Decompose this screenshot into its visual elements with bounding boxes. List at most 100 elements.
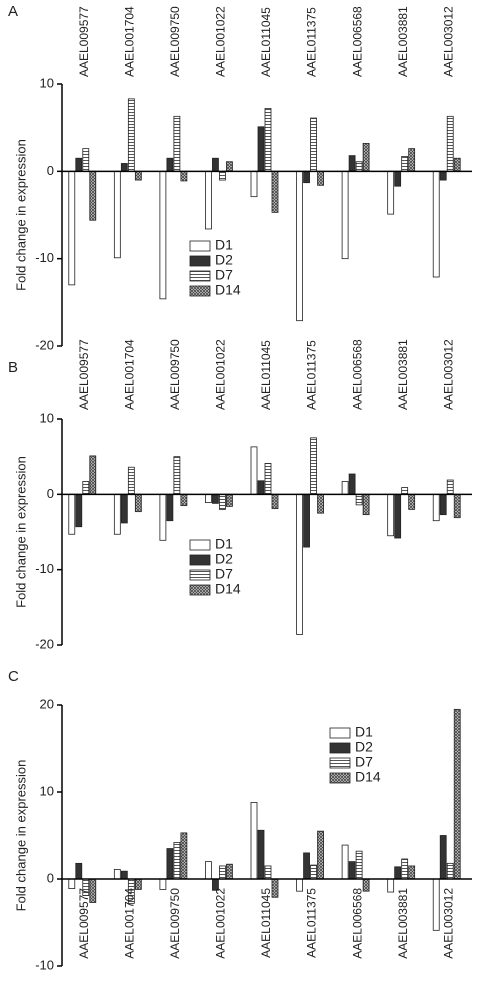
legend-label: D7	[355, 754, 373, 770]
panel-label: B	[8, 359, 18, 376]
bar	[219, 865, 226, 880]
legend-label: D1	[215, 536, 233, 552]
bar	[68, 170, 76, 286]
category-label: AAEL009577	[77, 888, 91, 959]
y-axis-label: Fold change in expression	[13, 139, 28, 291]
bar	[271, 493, 279, 510]
y-axis-label: Fold change in expression	[13, 456, 28, 608]
bar	[120, 870, 128, 880]
legend-label: D1	[355, 724, 373, 740]
bar	[387, 493, 395, 537]
bar	[173, 115, 181, 172]
bar	[212, 493, 219, 504]
bar	[439, 170, 447, 181]
legend-swatch	[189, 285, 211, 297]
bar	[120, 493, 128, 524]
bar	[446, 862, 454, 880]
bar	[134, 170, 142, 181]
bar	[355, 161, 363, 172]
y-tick-label: 20	[40, 696, 54, 711]
bar	[303, 493, 310, 548]
bar	[180, 832, 188, 880]
y-tick-label: -10	[35, 957, 54, 972]
bar	[205, 170, 212, 230]
legend-swatch	[189, 240, 211, 252]
legend-label: D14	[215, 282, 241, 298]
bar	[127, 98, 135, 172]
bar	[271, 170, 279, 213]
bar	[310, 864, 317, 880]
bar	[355, 493, 363, 506]
category-label: AAEL009577	[77, 339, 91, 410]
bar	[89, 170, 97, 221]
legend-swatch	[189, 539, 211, 551]
category-label: AAEL003012	[441, 339, 455, 410]
bar	[120, 163, 128, 172]
category-label: AAEL001022	[214, 888, 228, 959]
legend-swatch	[189, 554, 211, 566]
bar	[173, 456, 181, 495]
category-label: AAEL006568	[350, 6, 364, 77]
bar	[250, 170, 258, 198]
category-label: AAEL001022	[214, 6, 228, 77]
y-tick-label: -20	[35, 636, 54, 651]
category-label: AAEL006568	[350, 339, 364, 410]
y-tick-label: 0	[47, 163, 54, 178]
bar	[432, 878, 440, 931]
bar	[134, 878, 142, 890]
bar	[310, 437, 317, 495]
bar	[432, 170, 440, 278]
y-tick-label: 10	[40, 75, 54, 90]
bar	[226, 493, 233, 507]
bar	[408, 493, 416, 510]
legend-swatch	[329, 757, 351, 769]
category-label: AAEL009750	[168, 339, 182, 410]
legend-swatch	[329, 772, 351, 784]
bar	[394, 866, 402, 880]
bar	[89, 455, 97, 495]
legend-label: D2	[355, 739, 373, 755]
bar	[226, 161, 233, 172]
legend-swatch	[329, 727, 351, 739]
bar	[387, 878, 395, 893]
category-label: AAEL011045	[259, 340, 273, 410]
y-tick-label: 10	[40, 783, 54, 798]
bar	[446, 479, 454, 495]
bar	[317, 493, 324, 514]
y-tick-label: 0	[47, 870, 54, 885]
legend-label: D7	[215, 267, 233, 283]
bar	[113, 493, 121, 535]
y-tick-label: 10	[40, 410, 54, 425]
bar	[159, 170, 167, 300]
y-tick-label: 0	[47, 486, 54, 501]
bar	[68, 493, 76, 535]
bar	[134, 493, 142, 513]
bar	[439, 493, 447, 516]
legend-swatch	[189, 569, 211, 581]
bar	[82, 481, 90, 495]
category-label: AAEL003881	[396, 888, 410, 959]
bar	[348, 473, 356, 495]
bar	[166, 848, 174, 880]
y-tick-label: -20	[35, 337, 54, 352]
category-label: AAEL011045	[259, 888, 273, 958]
category-label: AAEL001704	[123, 888, 137, 959]
bar	[219, 170, 226, 181]
bar	[296, 878, 303, 892]
bar	[75, 157, 83, 172]
bar	[173, 842, 181, 880]
bar	[401, 858, 409, 880]
category-label: AAEL003012	[441, 6, 455, 77]
bar	[401, 487, 409, 495]
category-label: AAEL001022	[214, 339, 228, 410]
legend-swatch	[189, 270, 211, 282]
legend-swatch	[189, 255, 211, 267]
category-label: AAEL011375	[305, 7, 319, 77]
category-label: AAEL011375	[305, 888, 319, 958]
bar	[362, 493, 370, 516]
bar	[408, 865, 416, 880]
category-label: AAEL003881	[396, 6, 410, 77]
bar	[159, 493, 167, 541]
bar	[341, 481, 349, 495]
